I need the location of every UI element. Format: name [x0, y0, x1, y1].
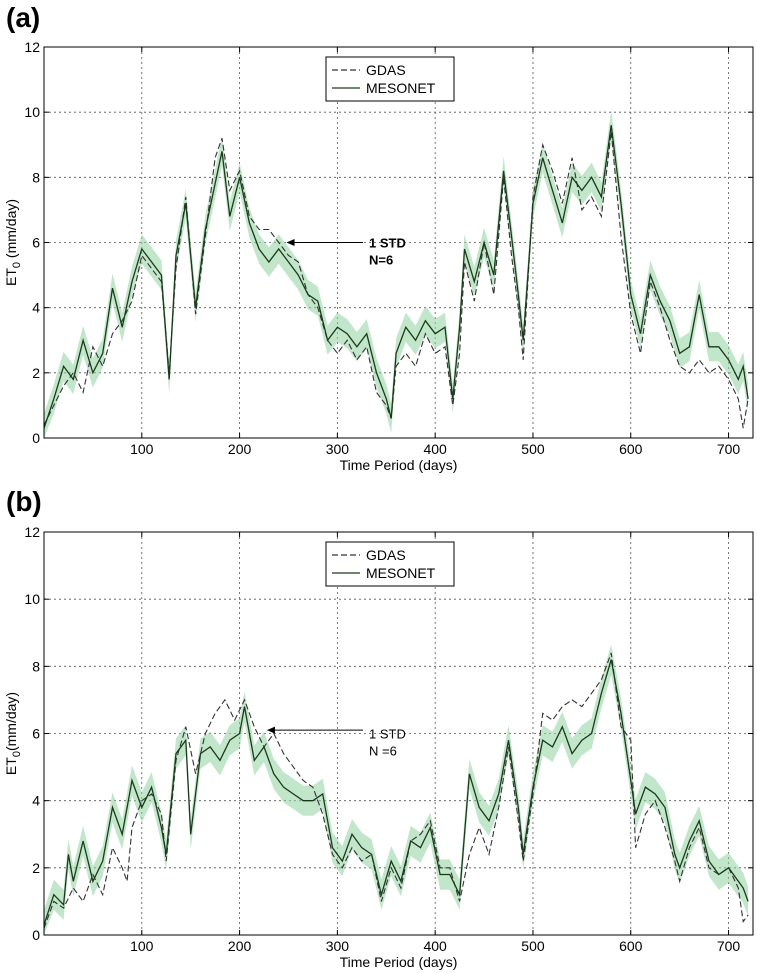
- annotation-arrowhead: [286, 239, 295, 246]
- x-tick-label: 200: [228, 441, 252, 457]
- x-axis-label: Time Period (days): [340, 954, 458, 970]
- chart-panel-0: 100 200 300 400 500 600 700 0 2 4 6 8 10 12 Time Perio…: [3, 39, 754, 473]
- y-axis-label: ET0 (mm/day): [3, 199, 23, 286]
- x-tick-label: 400: [423, 441, 447, 457]
- x-tick-label: 300: [326, 441, 350, 457]
- annotation-line-1: 1 STD: [369, 727, 406, 742]
- y-tick-label: 0: [32, 927, 40, 943]
- legend-label-mesonet: MESONET: [366, 80, 436, 96]
- x-tick-label: 600: [619, 938, 643, 954]
- x-tick-label: 700: [717, 441, 741, 457]
- legend-box: [325, 56, 455, 102]
- x-tick-label: 100: [130, 938, 154, 954]
- y-tick-label: 2: [32, 365, 40, 381]
- legend-label-gdas: GDAS: [366, 62, 406, 78]
- series-line-gdas: [43, 652, 749, 929]
- x-tick-label: 100: [130, 441, 154, 457]
- series-line-gdas: [43, 131, 749, 429]
- y-tick-label: 10: [24, 591, 40, 607]
- x-axis-label: Time Period (days): [340, 457, 458, 473]
- y-tick-label: 2: [32, 860, 40, 876]
- y-tick-label: 4: [32, 300, 40, 316]
- x-tick-label: 500: [521, 938, 545, 954]
- annotation-arrowhead: [266, 726, 275, 734]
- y-tick-label: 10: [24, 104, 40, 120]
- panel-a-label: (a): [6, 2, 41, 33]
- chart-panel-1: 100 200 300 400 500 600 700 0 2 4 6 8 10 12 Time Perio…: [3, 524, 754, 970]
- y-tick-label: 12: [24, 524, 40, 540]
- std-band: [44, 110, 749, 438]
- series-line-mesonet: [43, 125, 749, 429]
- y-tick-label: 6: [32, 235, 40, 251]
- y-tick-label: 8: [32, 658, 40, 674]
- std-band: [44, 644, 749, 935]
- x-tick-label: 300: [326, 938, 350, 954]
- y-tick-label: 0: [32, 430, 40, 446]
- series-line-mesonet: [43, 659, 749, 926]
- x-tick-label: 200: [228, 938, 252, 954]
- y-tick-label: 6: [32, 726, 40, 742]
- y-axis-label: ET0(mm/day): [3, 692, 23, 775]
- y-tick-label: 4: [32, 793, 40, 809]
- annotation-line-2: N=6: [369, 253, 393, 268]
- y-tick-label: 12: [24, 39, 40, 55]
- annotation-line-2: N =6: [369, 744, 397, 759]
- annotation-line-1: 1 STD: [369, 236, 406, 251]
- x-tick-label: 700: [717, 938, 741, 954]
- x-tick-label: 600: [619, 441, 643, 457]
- panel-b-label: (b): [6, 486, 42, 517]
- y-tick-label: 8: [32, 169, 40, 185]
- x-tick-label: 500: [521, 441, 545, 457]
- x-tick-label: 400: [423, 938, 447, 954]
- legend-label-gdas: GDAS: [366, 547, 406, 563]
- legend-label-mesonet: MESONET: [366, 565, 436, 581]
- legend-box: [325, 541, 455, 587]
